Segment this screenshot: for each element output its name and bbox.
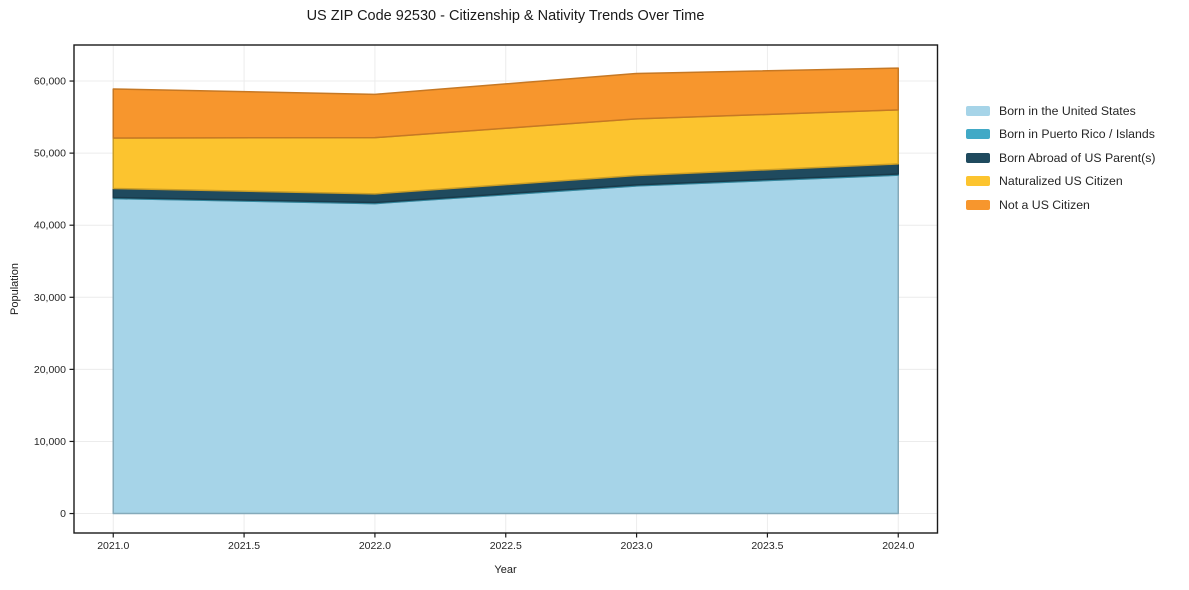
legend-label: Born in the United States — [999, 103, 1136, 118]
y-tick-label: 10,000 — [34, 436, 66, 448]
legend-item: Born Abroad of US Parent(s) — [966, 146, 1156, 170]
legend-swatch — [966, 105, 990, 116]
x-tick-label: 2022.0 — [359, 540, 391, 552]
x-tick-label: 2024.0 — [882, 540, 914, 552]
legend-swatch — [966, 176, 990, 187]
x-tick-label: 2021.0 — [97, 540, 129, 552]
legend-label: Born in Puerto Rico / Islands — [999, 127, 1155, 142]
legend-label: Not a US Citizen — [999, 197, 1090, 212]
legend-swatch — [966, 129, 990, 140]
x-tick-label: 2023.0 — [621, 540, 653, 552]
legend-swatch — [966, 199, 990, 210]
legend-item: Born in the United States — [966, 99, 1156, 123]
legend-swatch — [966, 152, 990, 163]
y-axis-label: Population — [9, 263, 21, 315]
y-tick-label: 60,000 — [34, 76, 66, 88]
x-axis-label: Year — [494, 564, 517, 576]
area-series — [112, 67, 899, 139]
legend-item: Not a US Citizen — [966, 193, 1156, 217]
y-tick-label: 30,000 — [34, 292, 66, 304]
y-tick-label: 20,000 — [34, 364, 66, 376]
x-tick-label: 2023.5 — [751, 540, 783, 552]
x-tick-label: 2021.5 — [228, 540, 260, 552]
legend-item: Born in Puerto Rico / Islands — [966, 123, 1156, 147]
legend: Born in the United States Born in Puerto … — [966, 99, 1156, 217]
y-tick-label: 40,000 — [34, 220, 66, 232]
area-series — [112, 174, 899, 515]
legend-label: Naturalized US Citizen — [999, 174, 1123, 189]
x-tick-label: 2022.5 — [490, 540, 522, 552]
legend-item: Naturalized US Citizen — [966, 170, 1156, 194]
legend-label: Born Abroad of US Parent(s) — [999, 150, 1156, 165]
chart-title: US ZIP Code 92530 - Citizenship & Nativi… — [306, 8, 705, 24]
y-tick-label: 0 — [60, 508, 66, 520]
y-tick-label: 50,000 — [34, 148, 66, 160]
